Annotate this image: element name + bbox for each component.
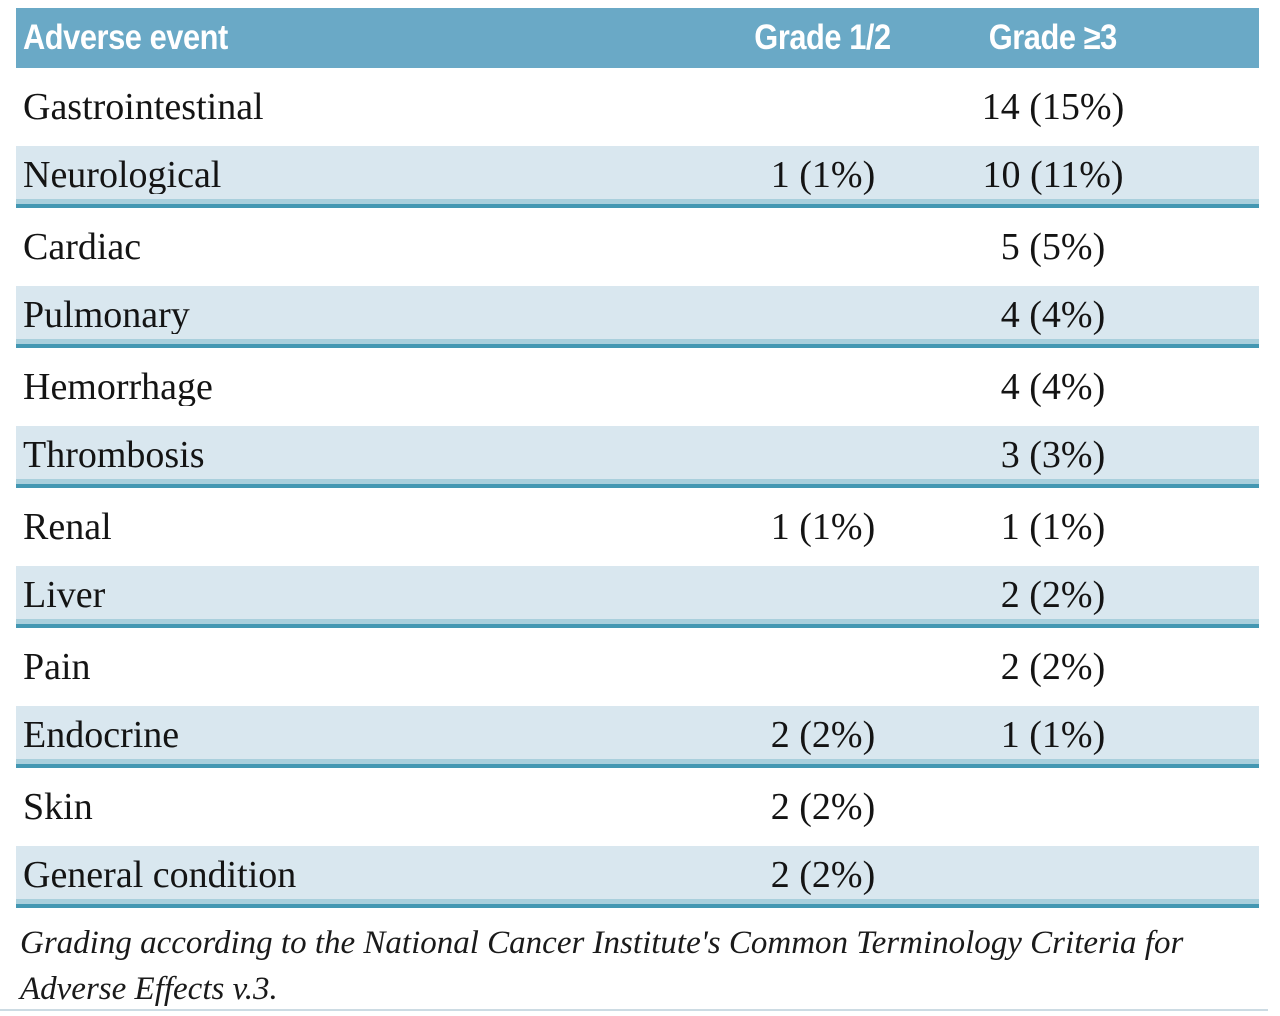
table-row: General condition 2 (2%) xyxy=(16,846,1259,908)
column-header-grade-1-2-label: Grade 1/2 xyxy=(754,18,892,57)
cell-grade-3plus: 10 (11%) xyxy=(982,154,1124,196)
table-row: Endocrine 2 (2%) 1 (1%) xyxy=(16,706,1259,768)
table-row: Skin 2 (2%) xyxy=(16,768,1259,846)
column-header-grade-1-2: Grade 1/2 xyxy=(713,18,933,58)
cell-adverse-event: Neurological xyxy=(23,156,222,194)
cell-adverse-event: Pulmonary xyxy=(23,296,190,334)
column-header-adverse-event-label: Adverse event xyxy=(23,18,228,57)
cell-grade-3plus: 4 (4%) xyxy=(1000,294,1106,336)
cell-grade-3plus: 1 (1%) xyxy=(1000,714,1106,756)
cell-adverse-event: Liver xyxy=(23,576,106,614)
cell-adverse-event: Hemorrhage xyxy=(23,368,213,406)
cell-adverse-event: Cardiac xyxy=(23,228,142,266)
cell-grade-1-2: 2 (2%) xyxy=(770,714,876,756)
cell-adverse-event: Pain xyxy=(23,648,91,686)
cell-adverse-event: General condition xyxy=(23,856,297,894)
bottom-divider xyxy=(0,1009,1268,1011)
cell-grade-3plus: 2 (2%) xyxy=(1000,574,1106,616)
table-footnote: Grading according to the National Cancer… xyxy=(20,925,1184,1007)
adverse-events-table: Adverse event Grade 1/2 Grade ≥3 Gastroi… xyxy=(16,8,1259,908)
cell-grade-1-2: 2 (2%) xyxy=(770,854,876,896)
table-row: Thrombosis 3 (3%) xyxy=(16,426,1259,488)
cell-grade-1-2: 2 (2%) xyxy=(770,786,876,828)
column-header-grade-3plus-label: Grade ≥3 xyxy=(988,18,1118,57)
cell-adverse-event: Skin xyxy=(23,788,93,826)
cell-grade-3plus: 4 (4%) xyxy=(1000,366,1106,408)
cell-grade-1-2: 1 (1%) xyxy=(770,506,876,548)
table-row: Gastrointestinal 14 (15%) xyxy=(16,68,1259,146)
cell-grade-3plus: 14 (15%) xyxy=(981,86,1125,128)
column-header-grade-3plus: Grade ≥3 xyxy=(933,18,1173,58)
cell-adverse-event: Renal xyxy=(23,508,112,546)
table-row: Renal 1 (1%) 1 (1%) xyxy=(16,488,1259,566)
cell-adverse-event: Thrombosis xyxy=(23,436,205,474)
table-row: Hemorrhage 4 (4%) xyxy=(16,348,1259,426)
table-row: Pulmonary 4 (4%) xyxy=(16,286,1259,348)
table-header-row: Adverse event Grade 1/2 Grade ≥3 xyxy=(16,8,1259,68)
cell-grade-3plus: 3 (3%) xyxy=(1000,434,1106,476)
table-row: Neurological 1 (1%) 10 (11%) xyxy=(16,146,1259,208)
cell-grade-3plus: 2 (2%) xyxy=(1000,646,1106,688)
cell-grade-1-2: 1 (1%) xyxy=(770,154,876,196)
cell-grade-3plus: 5 (5%) xyxy=(1000,226,1106,268)
cell-grade-3plus: 1 (1%) xyxy=(1000,506,1106,548)
cell-adverse-event: Endocrine xyxy=(23,716,180,754)
table-row: Pain 2 (2%) xyxy=(16,628,1259,706)
table-row: Cardiac 5 (5%) xyxy=(16,208,1259,286)
table-row: Liver 2 (2%) xyxy=(16,566,1259,628)
cell-adverse-event: Gastrointestinal xyxy=(23,88,264,126)
column-header-adverse-event: Adverse event xyxy=(16,18,713,58)
table-body: Gastrointestinal 14 (15%) Neurological 1 (1… xyxy=(16,68,1259,908)
